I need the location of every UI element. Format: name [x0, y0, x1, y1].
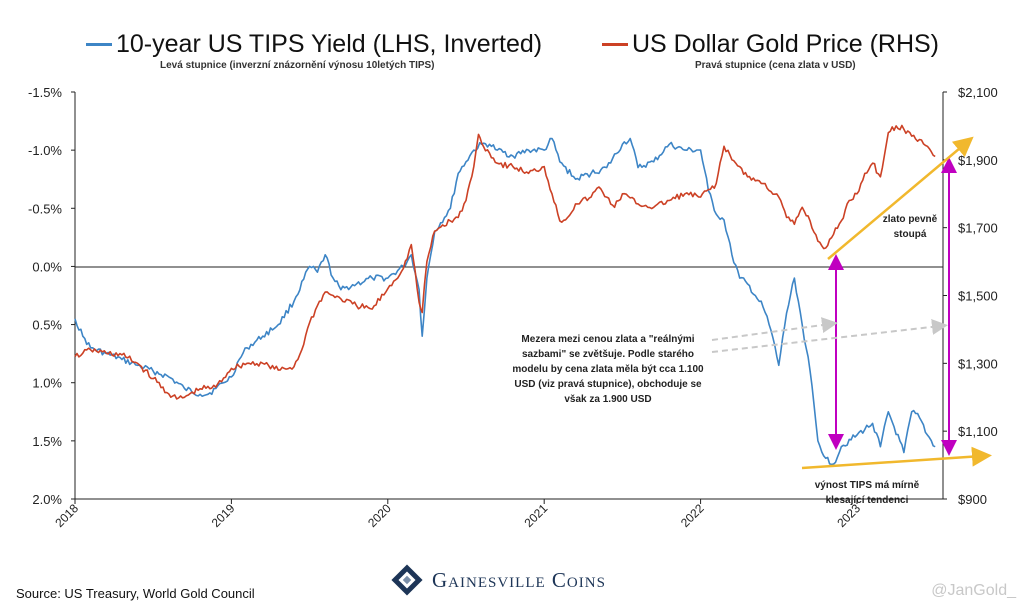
legend-tips-sub: Levá stupnice (inverzní znázornění výnos…: [160, 60, 435, 71]
brand-logo: Gainesville Coins: [390, 563, 606, 597]
gold-trend-arrow: [827, 136, 974, 260]
y-left-tick-label: 0.0%: [32, 259, 62, 274]
x-tick-label: 2021: [522, 501, 551, 530]
y-right-tick-label: $1,900: [958, 153, 998, 168]
tips-swatch: [86, 42, 112, 46]
author-handle: @JanGold_: [931, 582, 1016, 599]
y-right-tick-label: $1,300: [958, 356, 998, 371]
legend-gold-label: US Dollar Gold Price (RHS): [632, 29, 940, 58]
y-left-tick-label: 1.5%: [32, 434, 62, 449]
y-right-tick-label: $900: [958, 492, 987, 507]
gold-swatch: [602, 42, 628, 46]
gold-price-line: [74, 124, 936, 400]
y-left-tick-label: 1.0%: [32, 376, 62, 391]
y-left-tick-label: 0.5%: [32, 318, 62, 333]
dashed-pointer-2: [711, 318, 948, 353]
y-left-tick-label: 2.0%: [32, 492, 62, 507]
chart-area: -1.5% -1.0% -0.5% 0.0% 0.5% 1.0% 1.5% 2.0% $2,10…: [28, 85, 998, 530]
y-right-tick-label: $1,700: [958, 221, 998, 236]
gap-annotation: Mezera mezi cenou zlata a "reálnými sazb…: [512, 334, 704, 405]
gainesville-diamond-icon: [391, 564, 423, 596]
gold-rising-annotation: zlato pevně stoupá: [882, 214, 938, 240]
source-note: Source: US Treasury, World Gold Council: [16, 586, 255, 601]
y-left-tick-label: -1.0%: [28, 143, 62, 158]
x-tick-label: 2022: [678, 501, 707, 530]
brand-name: Gainesville Coins: [432, 567, 606, 592]
legend-gold: US Dollar Gold Price (RHS): [602, 26, 939, 62]
tips-trend-annotation: výnost TIPS má mírně klesající tendenci: [814, 480, 920, 506]
y-right-tick-label: $2,100: [958, 85, 998, 100]
y-right-tick-label: $1,100: [958, 424, 998, 439]
y-right-tick-label: $1,500: [958, 289, 998, 304]
legend-gold-sub: Pravá stupnice (cena zlata v USD): [695, 60, 856, 71]
y-left-tick-label: -1.5%: [28, 85, 62, 100]
x-tick-label: 2020: [365, 501, 394, 530]
tips-trend-arrow: [801, 446, 992, 470]
tips-yield-line: [74, 137, 936, 466]
legend-tips: 10-year US TIPS Yield (LHS, Inverted): [86, 26, 542, 62]
y-left-tick-label: -0.5%: [28, 201, 62, 216]
legend-tips-label: 10-year US TIPS Yield (LHS, Inverted): [116, 29, 543, 58]
x-tick-label: 2019: [209, 501, 238, 530]
